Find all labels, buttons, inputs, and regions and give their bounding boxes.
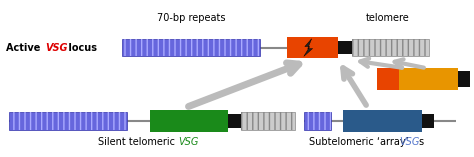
Text: locus: locus — [65, 43, 97, 53]
Bar — [352, 39, 428, 56]
Bar — [377, 68, 399, 90]
Bar — [9, 112, 127, 130]
Text: s: s — [419, 137, 424, 147]
Bar — [122, 39, 260, 56]
Bar — [287, 37, 338, 58]
Bar — [422, 114, 435, 128]
Bar — [228, 114, 241, 128]
Bar — [352, 39, 428, 56]
Text: VSG: VSG — [399, 137, 419, 147]
Bar — [343, 110, 422, 132]
Text: telomere: telomere — [365, 13, 409, 23]
Text: 70-bp repeats: 70-bp repeats — [156, 13, 225, 23]
Bar — [399, 68, 458, 90]
Bar — [122, 39, 260, 56]
Bar — [241, 112, 295, 130]
Polygon shape — [304, 39, 313, 56]
Bar — [9, 112, 127, 130]
Bar — [150, 110, 228, 132]
Text: Active: Active — [6, 43, 44, 53]
Text: Subtelomeric ‘array’: Subtelomeric ‘array’ — [309, 137, 411, 147]
Text: Silent telomeric: Silent telomeric — [98, 137, 178, 147]
Bar — [241, 112, 295, 130]
Text: VSG: VSG — [178, 137, 199, 147]
Text: VSG: VSG — [46, 43, 68, 53]
Bar — [304, 112, 331, 130]
Bar — [338, 41, 352, 54]
Bar — [304, 112, 331, 130]
Bar — [458, 71, 470, 87]
